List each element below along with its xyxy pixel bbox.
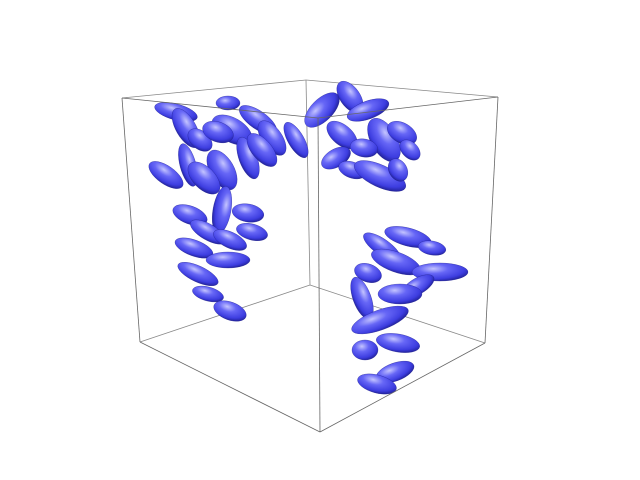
box-edge [317,117,321,433]
ellipsoid [213,229,247,251]
box-edge [121,79,307,99]
ellipsoid [399,139,421,161]
ellipsoid [351,305,409,335]
ellipsoid [357,373,397,395]
box-edge [317,96,499,119]
ellipsoid [349,138,379,158]
ellipsoid [354,263,382,283]
box-edge [121,97,141,343]
bounding-box-front [121,96,499,433]
ellipsoid [354,160,406,192]
ellipsoid [148,161,184,189]
box-edge [139,341,321,433]
box-edge [121,97,319,119]
ellipsoid [376,333,420,353]
box-edge [319,342,486,433]
ellipsoid [377,283,423,305]
ellipsoid [346,98,390,122]
ellipsoid [351,339,379,361]
box-edge [305,79,499,98]
ellipsoid [213,300,247,322]
ellipsoid-cluster-group [148,81,469,395]
ellipsoid [283,122,309,158]
ellipsoid [187,161,221,195]
box-edge [484,96,499,344]
ellipsoid [418,240,446,256]
ellipsoid [236,223,268,241]
ellipsoid [387,121,417,145]
ellipsoid [192,285,224,303]
ellipsoid [177,262,219,286]
ellipsoid [205,251,251,269]
ellipsoid [202,120,234,144]
ellipsoid [215,95,241,111]
ellipsoid [388,158,408,182]
ellipsoid [246,133,278,167]
ellipsoid [232,203,264,223]
